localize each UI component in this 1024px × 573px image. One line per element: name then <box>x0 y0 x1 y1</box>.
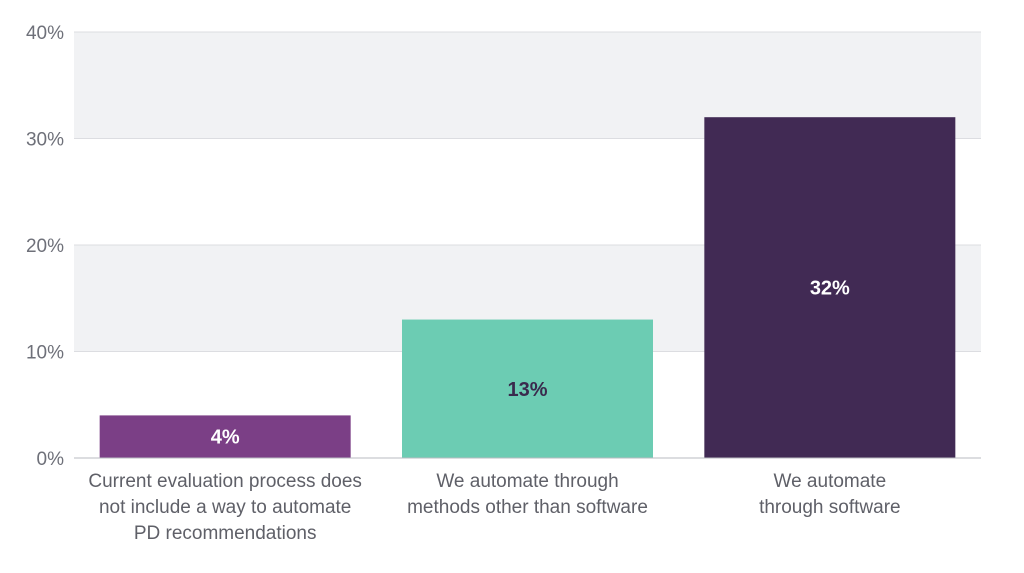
y-tick-label: 40% <box>26 23 64 44</box>
bar <box>99 415 351 458</box>
y-tick-label: 10% <box>26 343 64 364</box>
bar <box>704 117 956 458</box>
category-label: methods other than software <box>407 497 648 518</box>
y-tick-label: 20% <box>26 236 64 257</box>
category-label: not include a way to automate <box>99 497 351 518</box>
data-label: 13% <box>507 379 547 401</box>
category-label: Current evaluation process does <box>88 471 362 492</box>
data-label: 4% <box>211 427 240 449</box>
category-label: through software <box>759 497 901 518</box>
bars <box>99 117 956 458</box>
data-label: 32% <box>810 278 850 300</box>
category-label: PD recommendations <box>134 523 317 544</box>
category-labels: Current evaluation process does not inclu… <box>88 471 900 544</box>
y-tick-label: 0% <box>37 449 65 470</box>
bar <box>402 319 653 458</box>
y-tick-label: 30% <box>26 130 64 151</box>
y-axis-ticks: 0% 10% 20% 30% 40% <box>26 23 64 470</box>
category-label: We automate through <box>436 471 618 492</box>
category-label: We automate <box>774 471 887 492</box>
data-labels: 4% 13% 32% <box>211 278 850 449</box>
